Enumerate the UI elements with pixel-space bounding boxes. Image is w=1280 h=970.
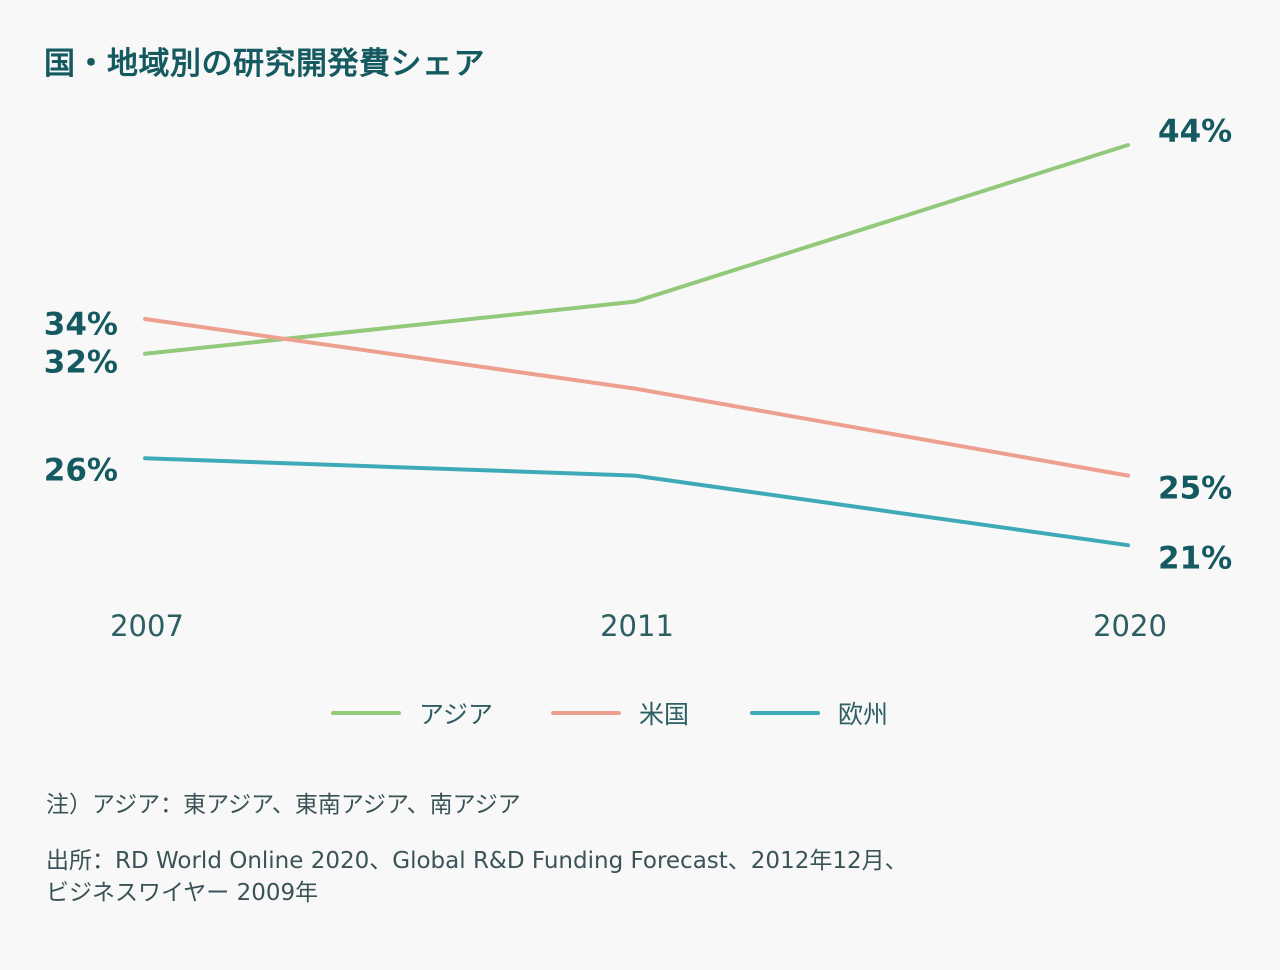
data-label-1-0: 34% xyxy=(44,307,118,343)
x-tick-label: 2007 xyxy=(110,609,184,643)
legend-label-1: 米国 xyxy=(639,700,689,729)
series-line-2 xyxy=(143,456,1130,548)
data-label-0-0: 32% xyxy=(44,345,118,381)
series-line-1 xyxy=(143,317,1130,478)
data-label-0-2: 44% xyxy=(1158,114,1232,150)
source-text-continued: ビジネスワイヤー 2009年 xyxy=(46,880,319,906)
data-label-2-0: 26% xyxy=(44,453,118,489)
x-tick-label: 2011 xyxy=(600,609,674,643)
chart-title: 国・地域別の研究開発費シェア xyxy=(44,46,485,82)
note-text: 注）アジア：東アジア、東南アジア、南アジア xyxy=(46,792,521,818)
series-line-0 xyxy=(143,143,1130,356)
source-text: 出所：RD World Online 2020、Global R&D Fundi… xyxy=(46,848,908,874)
x-tick-label: 2020 xyxy=(1093,609,1167,643)
data-label-2-2: 21% xyxy=(1158,541,1232,577)
legend-label-0: アジア xyxy=(419,700,493,729)
data-label-1-2: 25% xyxy=(1158,471,1232,507)
legend-label-2: 欧州 xyxy=(838,700,888,729)
